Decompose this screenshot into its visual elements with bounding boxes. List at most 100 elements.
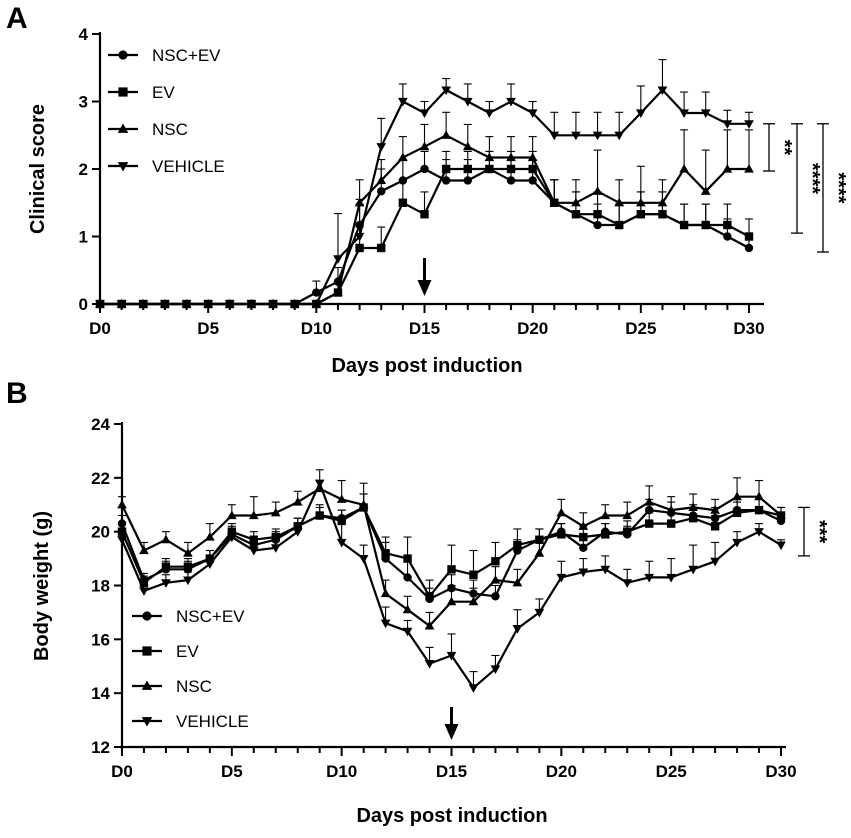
panel-b-nsc-point xyxy=(490,575,501,584)
panel-b-ev-point xyxy=(601,530,610,539)
panel-a-ev-point xyxy=(701,220,710,230)
panel-a-legend-label-nsc-ev: NSC+EV xyxy=(152,46,221,65)
panel-a-legend-marker xyxy=(118,87,128,97)
panel-a-vehicle-point xyxy=(224,300,235,310)
panel-a-nsc-point xyxy=(679,163,689,173)
panel-b-x-tick-label: D0 xyxy=(111,762,133,781)
panel-b-y-axis-title: Body weight (g) xyxy=(31,511,53,661)
panel-a-nsc-point xyxy=(614,197,625,207)
panel-b-nsc-ev-point xyxy=(403,573,412,582)
panel-b-ev-point xyxy=(732,508,742,518)
panel-a-ev-point xyxy=(636,210,646,219)
panel-b-ev-point xyxy=(381,549,390,558)
panel-a-ev-point xyxy=(463,164,472,174)
panel-a-nsc-ev-point xyxy=(744,243,754,253)
panel-b-nsc-point xyxy=(534,548,545,557)
panel-b-y-tick-label: 14 xyxy=(91,684,110,703)
panel-b-y-tick-label: 24 xyxy=(91,415,110,434)
panel-a-series-nsc xyxy=(95,111,754,308)
panel-b-ev-point xyxy=(271,532,280,542)
panel-a-nsc-ev-point xyxy=(377,187,386,196)
panel-b-ev-point xyxy=(315,511,324,520)
panel-b-ev-point xyxy=(403,554,412,563)
panel-b-nsc-point xyxy=(227,510,237,520)
panel-b-nsc-point xyxy=(644,497,655,506)
panel-a-vehicle-point xyxy=(614,131,625,141)
panel-a-x-tick-label: D20 xyxy=(517,319,548,338)
panel-b-ev-point xyxy=(557,530,566,539)
panel-b-nsc-point xyxy=(688,502,698,512)
panel-b-y-tick-label: 20 xyxy=(91,523,110,542)
panel-b-label: B xyxy=(6,377,28,410)
panel-a-significance-label: ** xyxy=(773,140,795,156)
panel-b-vehicle-point xyxy=(468,684,479,693)
panel-a-x-tick-label: D10 xyxy=(301,319,332,338)
panel-a-x-tick-label: D15 xyxy=(409,319,440,338)
panel-a-vehicle-point xyxy=(506,97,516,107)
panel-a-nsc-point xyxy=(462,141,473,151)
panel-b-nsc-point xyxy=(183,548,193,557)
panel-b-nsc-point xyxy=(776,510,786,520)
panel-a-y-tick-label: 1 xyxy=(79,228,88,247)
panel-b-vehicle-point xyxy=(161,579,171,588)
panel-a-vehicle-point xyxy=(398,97,408,107)
panel-a-label: A xyxy=(6,2,28,35)
panel-b-nsc-point xyxy=(446,596,457,606)
panel-b-vehicle-point xyxy=(644,573,655,583)
panel-a-vehicle-point xyxy=(636,109,646,119)
panel-b-legend-label-ev: EV xyxy=(176,642,199,661)
panel-b-significance-label: *** xyxy=(808,520,830,544)
panel-b-ev-point xyxy=(645,519,654,528)
panel-a-nsc-point xyxy=(484,152,495,162)
panel-a-x-tick-label: D25 xyxy=(625,319,656,338)
panel-a-vehicle-point xyxy=(700,109,711,119)
panel-b-vehicle-point xyxy=(556,573,567,583)
panel-a-vehicle-point xyxy=(419,109,430,119)
panel-a-ev-point xyxy=(528,164,537,174)
panel-b-x-tick-label: D10 xyxy=(326,762,357,781)
panel-a-nsc-point xyxy=(441,130,451,139)
panel-b-vehicle-point xyxy=(776,541,786,551)
panel-b-nsc-point xyxy=(139,545,149,555)
panel-b-vehicle-point xyxy=(380,619,391,629)
panel-b-vehicle-point xyxy=(270,544,281,553)
panel-a-ev-point xyxy=(679,220,689,230)
panel-b-nsc-point xyxy=(292,497,303,506)
panel-b-nsc-point xyxy=(402,604,413,614)
panel-b-nsc-point xyxy=(358,499,369,509)
panel-a-nsc-point xyxy=(527,152,538,162)
panel-b-nsc-point xyxy=(270,507,281,517)
panel-b-x-tick-label: D20 xyxy=(546,762,577,781)
panel-a-nsc-ev-point xyxy=(528,176,537,185)
panel-b-legend-marker xyxy=(141,717,153,727)
panel-a-nsc-point xyxy=(636,197,646,207)
panel-a-nsc-point xyxy=(506,152,516,162)
panel-b-vehicle-point xyxy=(688,565,698,575)
panel-a-ev-point xyxy=(398,198,408,207)
panel-a-legend-label-nsc: NSC xyxy=(152,120,188,139)
panel-b-vehicle-point xyxy=(358,555,369,564)
panel-b-x-tick-label: D25 xyxy=(656,762,687,781)
panel-a-series-vehicle xyxy=(95,59,754,310)
panel-a-nsc-point xyxy=(722,163,733,173)
panel-b-nsc-point xyxy=(754,491,764,501)
panel-b-vehicle-point xyxy=(139,587,149,596)
panel-b-nsc-point xyxy=(424,620,435,630)
panel-a-vehicle-point xyxy=(571,131,581,141)
panel-a-x-axis-title: Days post induction xyxy=(331,355,522,377)
panel-a-nsc-point xyxy=(333,287,343,297)
panel-b-chart: 12 14 16 18 20 22 24 D0 D5 D10 D15 D20 D25 D30 NSC+EV E… xyxy=(91,415,830,781)
panel-b-nsc-point xyxy=(468,596,479,606)
panel-b-legend-label-vehicle: VEHICLE xyxy=(176,712,249,731)
panel-a-vehicle-point xyxy=(354,232,365,242)
panel-a-vehicle-point xyxy=(441,86,451,96)
panel-b-y-tick-label: 16 xyxy=(91,630,110,649)
panel-b-nsc-point xyxy=(248,510,259,520)
panel-b-ev-point xyxy=(161,562,171,571)
panel-a-nsc-point xyxy=(398,152,408,162)
panel-b-x-tick-label: D30 xyxy=(765,762,796,781)
panel-a-vehicle-point xyxy=(311,300,322,310)
panel-b-ev-point xyxy=(623,527,632,536)
panel-b-vehicle-point xyxy=(446,651,457,661)
